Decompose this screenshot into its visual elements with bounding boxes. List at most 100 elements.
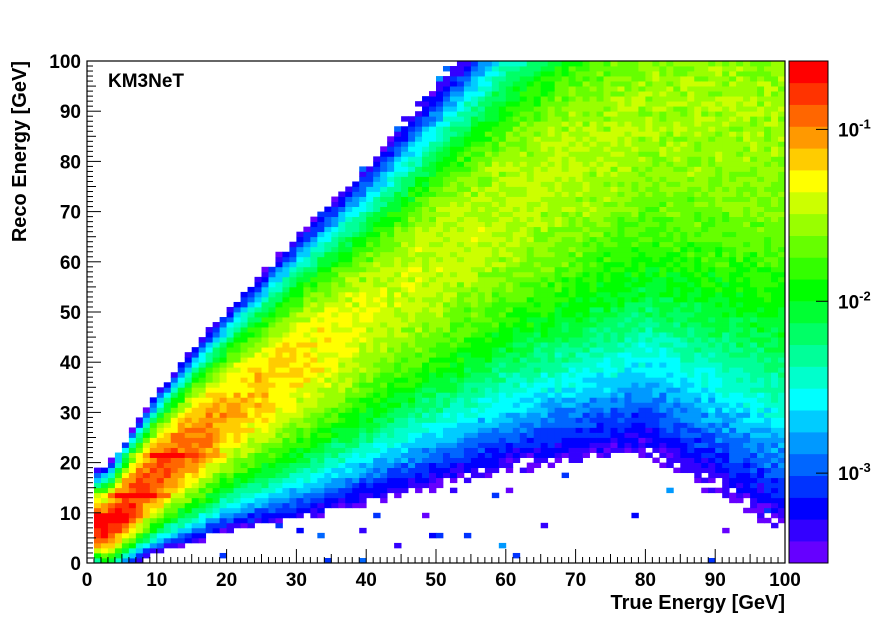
heatmap-cell [575, 392, 583, 398]
heatmap-cell [387, 246, 395, 253]
heatmap-cell [645, 151, 653, 157]
heatmap-cell [359, 246, 367, 253]
heatmap-cell [261, 467, 269, 474]
heatmap-cell [338, 487, 346, 494]
heatmap-cell [163, 512, 172, 519]
heatmap-cell [219, 527, 227, 534]
heatmap-cell [519, 61, 528, 67]
heatmap-cell [491, 332, 500, 338]
heatmap-cell [610, 211, 618, 218]
heatmap-cell [456, 392, 465, 398]
heatmap-cell [554, 447, 563, 453]
heatmap-cell [575, 357, 583, 363]
heatmap-cell [261, 487, 269, 494]
heatmap-cell [93, 472, 102, 479]
heatmap-cell [582, 171, 590, 177]
heatmap-cell [617, 276, 625, 283]
heatmap-cell [436, 317, 444, 323]
heatmap-cell [631, 211, 639, 218]
heatmap-cell [219, 387, 227, 393]
heatmap-cell [261, 301, 269, 308]
heatmap-cell [645, 171, 653, 177]
heatmap-cell [645, 337, 653, 343]
heatmap-cell [408, 231, 416, 238]
heatmap-cell [512, 166, 521, 172]
heatmap-cell [282, 291, 290, 298]
heatmap-cell [401, 382, 409, 388]
heatmap-cell [442, 216, 451, 223]
heatmap-cell [436, 186, 444, 192]
heatmap-cell [561, 241, 570, 248]
heatmap-cell [533, 382, 542, 388]
heatmap-cell [436, 121, 444, 127]
heatmap-cell [463, 96, 472, 102]
heatmap-cell [240, 507, 248, 514]
heatmap-cell [526, 402, 535, 408]
heatmap-cell [149, 432, 158, 438]
heatmap-cell [331, 266, 339, 273]
heatmap-cell [205, 367, 214, 373]
heatmap-cell [449, 276, 458, 283]
heatmap-cell [310, 462, 318, 469]
heatmap-cell [380, 186, 388, 192]
heatmap-cell [156, 397, 165, 403]
heatmap-cell [568, 281, 576, 288]
heatmap-cell [484, 126, 493, 132]
heatmap-cell [617, 146, 625, 152]
heatmap-cell [387, 347, 395, 353]
heatmap-cell [589, 387, 597, 393]
heatmap-cell [282, 251, 290, 258]
heatmap-cell [233, 357, 241, 363]
heatmap-cell [575, 417, 583, 423]
heatmap-cell [463, 136, 472, 142]
heatmap-cell [296, 417, 304, 423]
heatmap-cell [352, 492, 360, 499]
heatmap-cell [338, 427, 346, 433]
heatmap-cell [526, 427, 535, 433]
heatmap-cell [415, 317, 423, 323]
heatmap-cell [212, 342, 221, 348]
heatmap-cell [624, 291, 632, 298]
heatmap-cell [177, 502, 186, 509]
heatmap-cell [331, 427, 339, 433]
heatmap-cell [484, 467, 493, 474]
heatmap-cell [324, 317, 332, 323]
heatmap-cell [540, 357, 549, 363]
heatmap-cell [289, 377, 297, 383]
heatmap-cell [533, 306, 542, 313]
heatmap-cell [359, 472, 367, 479]
heatmap-cell [596, 397, 604, 403]
heatmap-cell [380, 357, 388, 363]
heatmap-cell [429, 216, 437, 223]
heatmap-cell [568, 447, 576, 453]
heatmap-cell [449, 417, 458, 423]
heatmap-cell [470, 447, 479, 453]
heatmap-cell [568, 397, 576, 403]
heatmap-cell [547, 211, 556, 218]
heatmap-cell [184, 487, 193, 494]
heatmap-cell [415, 432, 423, 438]
heatmap-cell [498, 382, 507, 388]
heatmap-cell [589, 352, 597, 358]
heatmap-cell [470, 171, 479, 177]
heatmap-cell [422, 196, 430, 202]
heatmap-cell [547, 372, 556, 378]
heatmap-cell [429, 136, 437, 142]
heatmap-cell [512, 312, 521, 318]
heatmap-cell [610, 337, 618, 343]
heatmap-cell [505, 141, 514, 147]
heatmap-cell [156, 527, 165, 534]
heatmap-cell [338, 407, 346, 413]
heatmap-cell [324, 457, 332, 463]
heatmap-cell [282, 281, 290, 288]
heatmap-cell [338, 372, 346, 378]
heatmap-cell [310, 472, 318, 479]
heatmap-cell [470, 156, 479, 162]
heatmap-cell [582, 261, 590, 268]
heatmap-cell [408, 337, 416, 343]
heatmap-cell [561, 301, 570, 308]
heatmap-cell [477, 121, 486, 127]
heatmap-cell [526, 181, 535, 187]
heatmap-cell [547, 382, 556, 388]
heatmap-cell [512, 226, 521, 233]
